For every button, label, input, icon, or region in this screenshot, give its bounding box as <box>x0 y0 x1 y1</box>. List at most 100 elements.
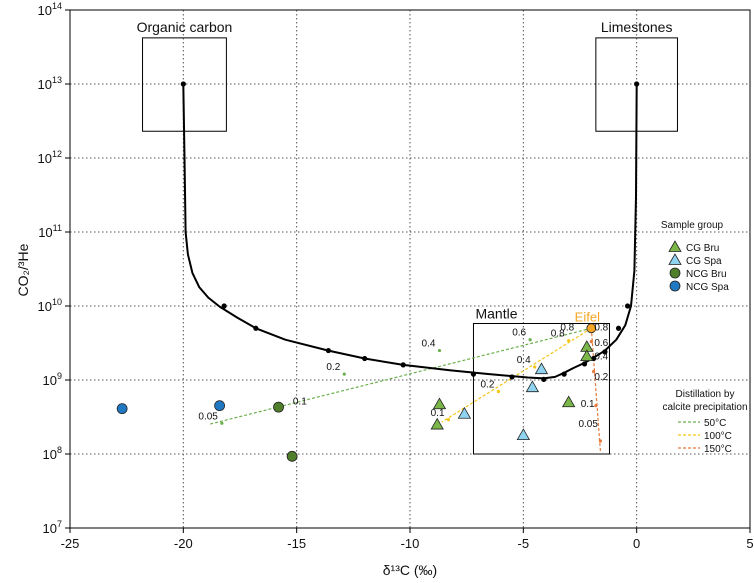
legend-title-distillation-2: calcite precipitation <box>662 402 747 413</box>
distillation-mark-label: 0.2 <box>480 379 494 390</box>
distillation-mark <box>220 421 224 425</box>
distillation-mark-label: 0.05 <box>198 411 218 422</box>
mixing-curve-group <box>180 81 640 382</box>
sample-triangle <box>668 240 682 252</box>
mixing-curve-marker <box>325 347 331 354</box>
distillation-mark-label: 0.8 <box>551 329 565 340</box>
x-tick-label: 0 <box>633 536 640 551</box>
x-tick-label: -20 <box>174 536 193 551</box>
sample-circle <box>214 400 226 412</box>
curve-fraction-label: 0.8 <box>594 322 608 333</box>
y-tick-label: 108 <box>43 445 62 462</box>
mixing-curve-marker <box>180 81 186 87</box>
end-member-label: Limestones <box>601 19 673 35</box>
mixing-curve-marker <box>561 371 567 377</box>
distillation-mark <box>528 338 532 342</box>
distillation-mark <box>567 339 571 343</box>
mixing-curve <box>182 83 638 380</box>
sample-circle <box>286 450 298 462</box>
legend-entry-label: CG Bru <box>686 243 719 254</box>
legend-entry-label: NCG Spa <box>686 282 729 293</box>
legend-title-distillation: Distillation by <box>676 389 735 400</box>
y-tick-label: 1013 <box>38 75 62 92</box>
distillation-mark <box>594 404 598 408</box>
sample-triangle <box>580 349 594 362</box>
y-axis-label: CO₂/³He <box>15 243 31 296</box>
end-member-label: Organic carbon <box>137 19 233 35</box>
distillation-mark-label: 0.4 <box>422 339 436 350</box>
mixing-curve-marker <box>541 376 547 382</box>
mixing-curve-marker <box>221 303 227 309</box>
legend-entry-label: 150°C <box>704 444 732 455</box>
distillation-mark <box>496 389 500 394</box>
sample-triangle <box>457 406 472 419</box>
mixing-curve-marker <box>615 325 622 331</box>
y-tick-label: 1010 <box>38 297 62 314</box>
x-tick-label: -10 <box>401 536 420 551</box>
legend-title-samples: Sample group <box>661 220 724 231</box>
mixing-curve-marker <box>581 361 588 367</box>
sample-triangle <box>516 428 531 441</box>
eifel-label: Eifel <box>575 309 600 324</box>
y-tick-label: 1012 <box>38 149 62 166</box>
legend: Sample group CG Bru CG Spa NCG Bru NCG Spa Di… <box>661 220 748 455</box>
mixing-curve-marker <box>470 371 477 377</box>
legend-circle <box>669 280 681 292</box>
sample-circle <box>116 403 128 415</box>
sample-points: Eifel <box>116 309 600 462</box>
distillation-lines: 0.6 0.4 0.2 0.05 0.8 0.4 0.2 0.1 <box>198 327 603 451</box>
distillation-line <box>590 328 601 451</box>
curve-fraction-label: 0.1 <box>581 399 595 410</box>
sample-triangle <box>561 395 576 408</box>
distillation-line <box>208 327 592 426</box>
distillation-mark <box>589 340 593 344</box>
legend-entry-label: CG Spa <box>686 256 722 267</box>
sample-triangle <box>432 397 447 410</box>
distillation-mark <box>598 439 603 443</box>
distillation-line <box>441 327 592 423</box>
x-tick-label: 5 <box>746 536 753 551</box>
distillation-mark-label: 0.2 <box>326 362 340 373</box>
legend-entry-label: NCG Bru <box>686 269 727 280</box>
distillation-mark <box>342 372 346 376</box>
mantle-box <box>472 323 610 455</box>
distillation-mark-label: 0.6 <box>512 328 526 339</box>
annotations: 0.1 0.4 0.6 0.8 0.2 0.1 0.05 0.8 <box>293 322 609 430</box>
distillation-mark <box>446 418 451 422</box>
distillation-mark-label: 0.1 <box>431 408 445 419</box>
y-tick-label: 1011 <box>38 223 62 240</box>
mixing-curve-marker <box>509 374 515 380</box>
legend-circle <box>669 267 681 279</box>
mixing-curve-marker <box>253 325 259 331</box>
curve-fraction-label: 0.2 <box>594 372 608 383</box>
mantle-label: Mantle <box>475 306 517 322</box>
legend-entry-label: 50°C <box>704 418 726 429</box>
x-axis-label: δ¹³C (‰) <box>383 562 437 578</box>
x-tick-label: -5 <box>518 536 530 551</box>
sample-triangle <box>534 362 549 375</box>
curve-fraction-label: 0.05 <box>578 419 598 430</box>
sample-triangle <box>668 253 682 265</box>
mixing-curve-marker <box>625 303 631 309</box>
x-tick-label: -15 <box>287 536 306 551</box>
mixing-curve-marker <box>634 81 640 87</box>
distillation-mark <box>533 365 537 369</box>
mixing-curve-marker <box>362 355 368 362</box>
grid-lines <box>70 10 750 528</box>
distillation-mark <box>437 348 442 353</box>
legend-entry-label: 100°C <box>704 431 732 442</box>
eifel-point <box>586 323 597 334</box>
distillation-mark-label: 0.4 <box>517 355 531 366</box>
y-tick-label: 109 <box>43 371 62 388</box>
sample-triangle <box>525 380 540 393</box>
y-tick-label: 1014 <box>38 1 62 18</box>
distillation-mark <box>592 369 596 374</box>
mixing-curve-marker <box>400 362 406 368</box>
axes: -25 -20 -15 -10 -5 0 5 107 108 109 1010 1011 1012 101… <box>38 1 754 551</box>
sample-circle <box>273 401 284 413</box>
curve-fraction-label: 0.8 <box>560 322 574 333</box>
curve-fraction-label: 0.1 <box>293 396 307 407</box>
x-tick-label: -25 <box>61 536 80 551</box>
curve-fraction-label: 0.6 <box>594 338 608 349</box>
